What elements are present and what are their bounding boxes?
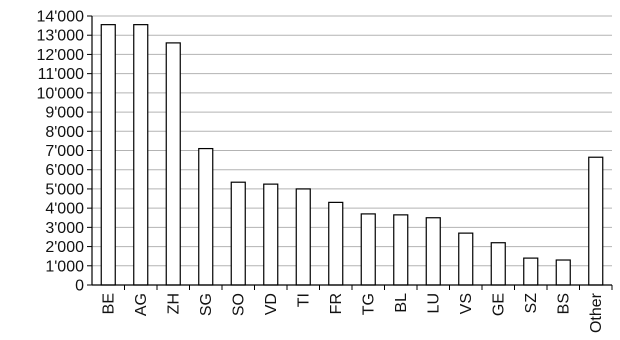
x-tick-label: BS (555, 293, 572, 314)
y-tick-label: 6'000 (45, 162, 84, 179)
bar-zh (165, 42, 181, 286)
y-tick-label: 13'000 (36, 28, 84, 45)
bar-other (588, 156, 604, 286)
x-tick-label: TG (360, 293, 377, 315)
y-tick-label: 7'000 (45, 143, 84, 160)
x-tick-label: LU (425, 293, 442, 313)
x-tick-label: VD (263, 293, 280, 315)
bar-lu (425, 217, 441, 286)
bar-sg (198, 147, 214, 286)
y-tick-label: 2'000 (45, 239, 84, 256)
x-tick-label: ZH (165, 293, 182, 314)
bar-bs (555, 259, 571, 286)
y-tick-label: 8'000 (45, 124, 84, 141)
bar-vs (458, 232, 474, 286)
y-tick-label: 11'000 (38, 66, 84, 83)
x-tick-label: Other (588, 292, 605, 333)
x-tick-label: AG (133, 293, 150, 316)
y-tick-label: 3'000 (45, 220, 84, 237)
bar-tg (360, 213, 376, 286)
bar-fr (328, 201, 344, 286)
x-tick-label: FR (328, 293, 345, 314)
x-tick-label: GE (490, 293, 507, 316)
y-tick-label: 0 (75, 278, 84, 295)
y-tick-label: 12'000 (36, 47, 84, 64)
bar-bl (393, 214, 409, 286)
bar-vd (263, 183, 279, 286)
x-tick-label: TI (295, 293, 312, 307)
bar-ag (133, 24, 149, 286)
x-tick-label: VS (458, 293, 475, 314)
x-tick-label: SZ (523, 293, 540, 314)
x-tick-label: BE (100, 293, 117, 314)
x-tick-label: SO (230, 293, 247, 316)
bar-be (100, 24, 116, 286)
y-tick-label: 1'000 (45, 258, 84, 275)
bar-ti (295, 188, 311, 286)
y-tick-label: 14'000 (36, 9, 84, 26)
bar-sz (523, 257, 539, 286)
x-tick-label: BL (393, 293, 410, 313)
y-tick-label: 10'000 (36, 85, 84, 102)
bar-ge (490, 242, 506, 286)
y-axis-ticks: 0 1'000 2'000 3'000 4'000 5'000 6'000 7'000 8'00… (36, 9, 92, 295)
x-tick-label: SG (198, 293, 215, 316)
bar-so (230, 181, 246, 286)
x-axis-labels: BE AG ZH SG SO VD TI FR TG BL LU VS GE SZ BS Other (100, 285, 613, 333)
y-tick-label: 9'000 (45, 105, 84, 122)
bars (100, 24, 604, 286)
y-tick-label: 5'000 (45, 181, 84, 198)
y-tick-label: 4'000 (45, 201, 84, 218)
